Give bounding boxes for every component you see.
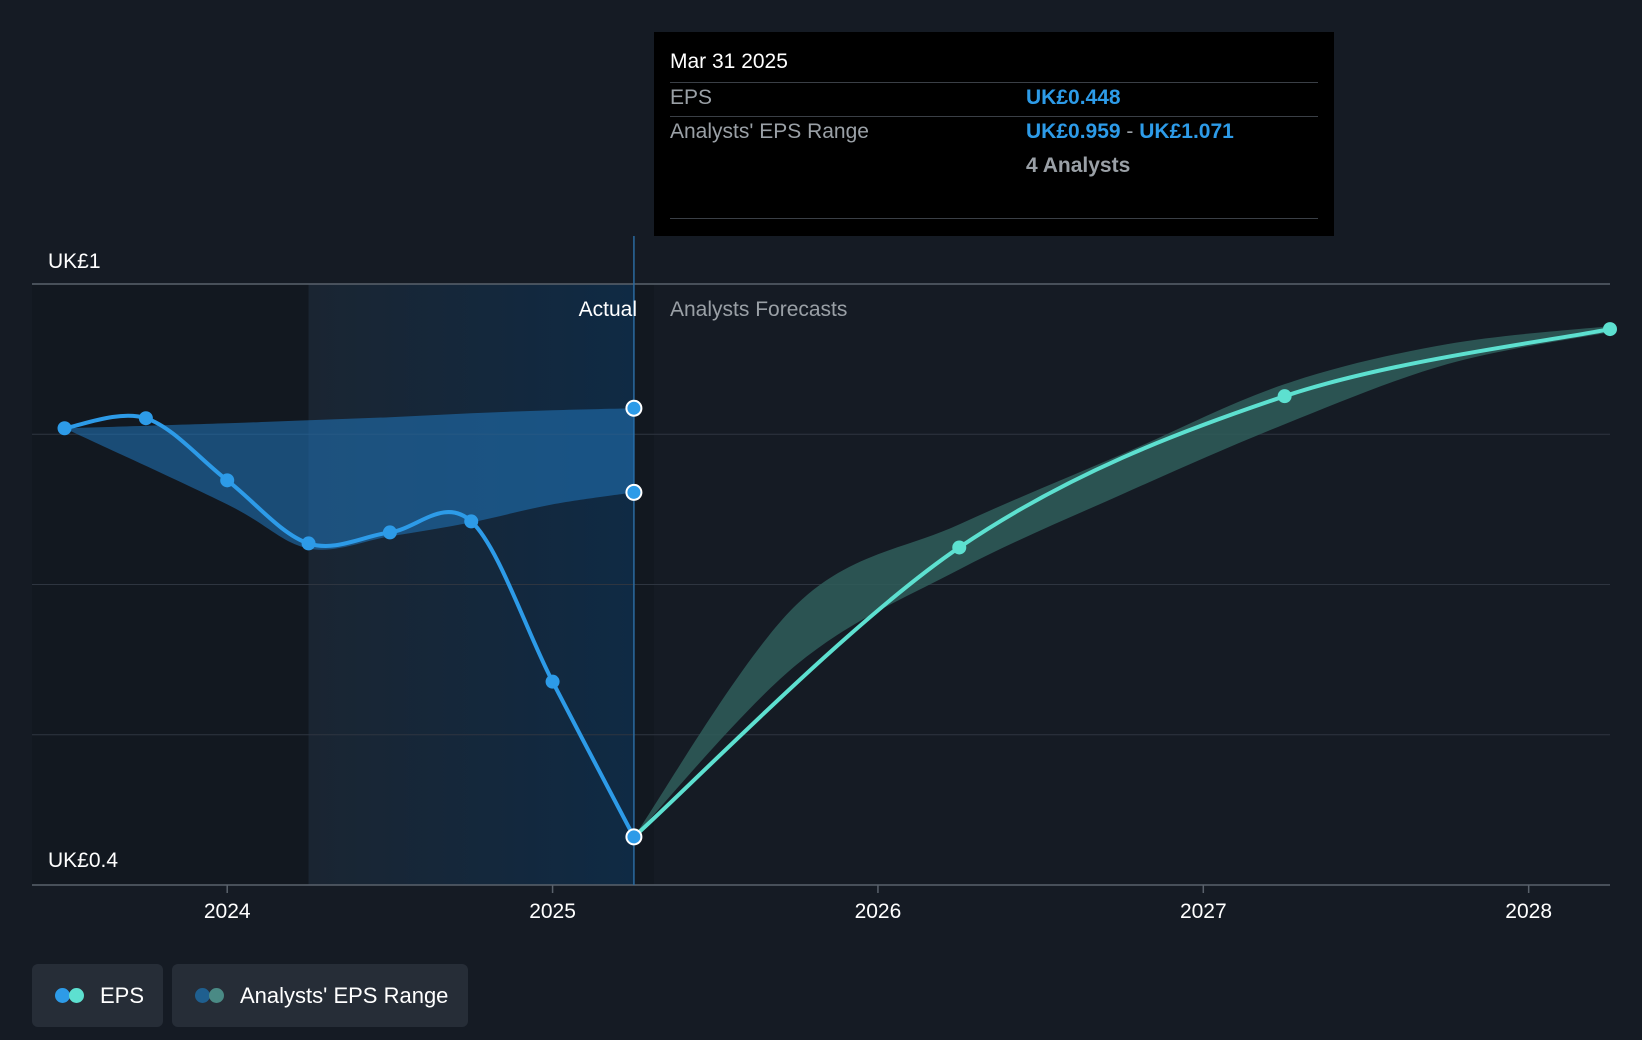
eps-forecast-point: [1277, 389, 1292, 404]
legend-eps[interactable]: EPS: [32, 964, 163, 1027]
tooltip-range-high: UK£1.071: [1139, 120, 1234, 143]
tooltip-date: Mar 31 2025: [670, 50, 788, 73]
y-axis-bottom-label: UK£0.4: [48, 849, 118, 872]
tooltip-marker-point: [625, 399, 643, 417]
hover-tooltip: Mar 31 2025 EPS UK£0.448 Analysts' EPS R…: [654, 32, 1334, 236]
range-actual-swatch-icon: [195, 988, 210, 1003]
forecast-region-label: Analysts Forecasts: [670, 298, 847, 321]
range-forecast-swatch-icon: [209, 988, 224, 1003]
eps-actual-point: [382, 525, 397, 540]
eps-forecast-point: [1603, 322, 1617, 337]
legend-eps-range[interactable]: Analysts' EPS Range: [172, 964, 468, 1027]
x-tick-label: 2025: [529, 900, 576, 923]
eps-forecast-line: [631, 327, 1612, 839]
eps-actual-point: [57, 421, 72, 436]
eps-actual-swatch-icon: [55, 988, 70, 1003]
eps-range-forecast-area: [633, 326, 1610, 837]
tooltip-range-separator: -: [1126, 120, 1134, 143]
eps-actual-point: [464, 514, 479, 529]
y-axis-top-label: UK£1: [48, 250, 101, 273]
eps-actual-point: [301, 536, 316, 551]
eps-range-actual-area: [64, 408, 634, 550]
tooltip-marker-point: [625, 828, 643, 846]
tooltip-range-label: Analysts' EPS Range: [670, 120, 869, 143]
actual-region-label: Actual: [579, 298, 637, 321]
tooltip-analysts-count: 4 Analysts: [1026, 154, 1131, 177]
tooltip-divider: [670, 116, 1318, 117]
tooltip-marker-point: [625, 483, 643, 501]
eps-forecast-swatch-icon: [69, 988, 84, 1003]
tooltip-eps-value: UK£0.448: [1026, 86, 1121, 109]
tooltip-range-low: UK£0.959: [1026, 120, 1121, 143]
tooltip-divider: [670, 218, 1318, 219]
eps-actual-point: [545, 674, 560, 689]
x-tick-label: 2024: [204, 900, 251, 923]
eps-forecast-point: [952, 540, 967, 555]
legend-eps-label: EPS: [100, 982, 145, 1008]
tooltip-eps-label: EPS: [670, 86, 713, 109]
x-tick-label: 2026: [855, 900, 902, 923]
x-tick-label: 2027: [1180, 900, 1227, 923]
tooltip-divider: [670, 82, 1318, 83]
eps-actual-point: [138, 411, 153, 426]
legend-range-label: Analysts' EPS Range: [240, 982, 449, 1008]
eps-actual-point: [220, 473, 235, 488]
tooltip-range-value: UK£0.959 - UK£1.071: [1026, 120, 1234, 144]
x-tick-label: 2028: [1505, 900, 1552, 923]
